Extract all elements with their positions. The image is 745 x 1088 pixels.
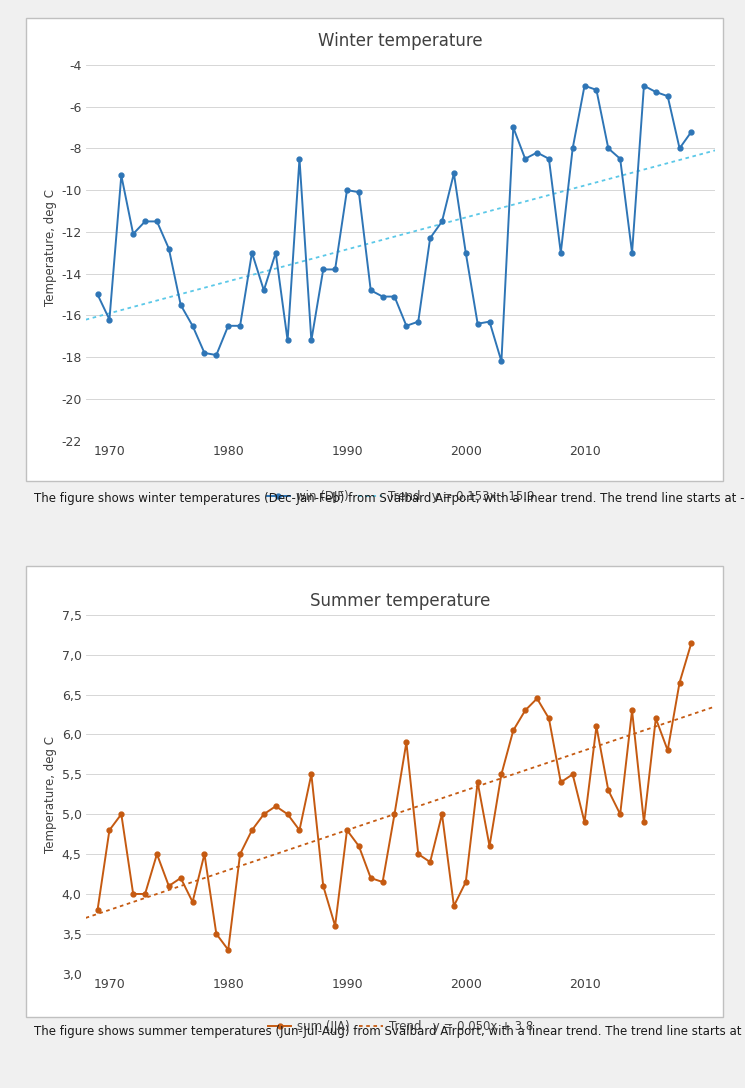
Text: The figure shows summer temperatures (Jun-Jul-Aug) from Svalbard Airport, with a: The figure shows summer temperatures (Ju…: [34, 1025, 745, 1038]
Y-axis label: Temperature, deg C: Temperature, deg C: [44, 189, 57, 306]
Text: The figure shows winter temperatures (Dec-Jan-Feb) from Svalbard Airport, with a: The figure shows winter temperatures (De…: [34, 492, 745, 505]
Legend: sum (JJA), Trend   y = 0.050x + 3.8: sum (JJA), Trend y = 0.050x + 3.8: [263, 1015, 538, 1038]
Title: Summer temperature: Summer temperature: [310, 592, 491, 610]
Title: Winter temperature: Winter temperature: [318, 32, 483, 50]
Y-axis label: Temperature, deg C: Temperature, deg C: [45, 735, 57, 853]
Legend: win (DJF), Trend   y = 0.153x - 15.9: win (DJF), Trend y = 0.153x - 15.9: [262, 485, 539, 508]
